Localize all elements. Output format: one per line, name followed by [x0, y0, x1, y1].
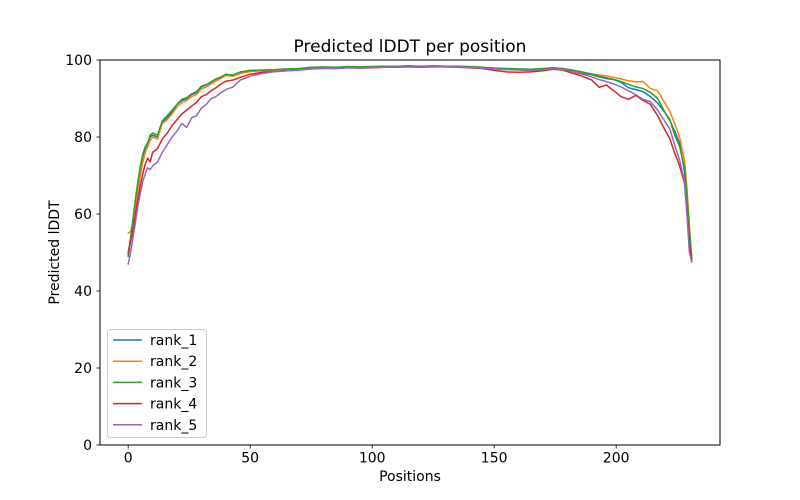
- series-lines: [127, 65, 693, 265]
- x-axis: 0 50 100 150 200: [124, 445, 630, 467]
- y-tick-label: 0: [83, 438, 92, 454]
- x-tick-label: 150: [481, 451, 508, 467]
- legend-box: [107, 329, 207, 438]
- legend-label-rank_2: rank_2: [150, 354, 197, 370]
- y-axis-label: Predicted lDDT: [47, 200, 63, 305]
- series-line-rank_5: [127, 65, 693, 265]
- legend-label-rank_1: rank_1: [150, 333, 197, 349]
- y-tick-label: 40: [74, 284, 92, 300]
- legend-label-rank_5: rank_5: [150, 418, 197, 434]
- y-tick-label: 80: [74, 130, 92, 146]
- legend: rank_1 rank_2 rank_3 rank_4 rank_5: [107, 329, 207, 438]
- y-tick-label: 60: [74, 207, 92, 223]
- x-axis-label: Positions: [379, 469, 441, 485]
- chart-title: Predicted lDDT per position: [294, 37, 527, 57]
- legend-label-rank_4: rank_4: [150, 397, 197, 413]
- y-axis: 0 20 40 60 80 100: [65, 53, 100, 454]
- plot-area: [99, 59, 721, 446]
- series-line-rank_3: [127, 65, 693, 261]
- x-tick-label: 50: [241, 451, 259, 467]
- y-tick-label: 20: [74, 361, 92, 377]
- x-tick-label: 0: [124, 451, 133, 467]
- legend-label-rank_3: rank_3: [150, 375, 197, 391]
- x-tick-label: 100: [359, 451, 386, 467]
- x-tick-label: 200: [603, 451, 630, 467]
- y-tick-label: 100: [65, 53, 92, 69]
